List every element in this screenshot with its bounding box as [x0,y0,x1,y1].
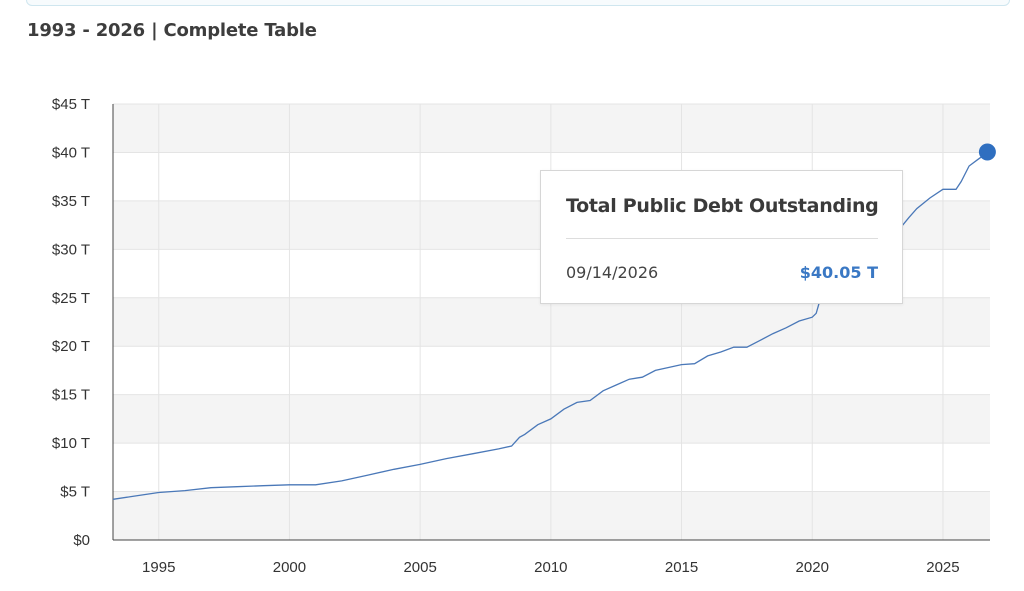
chart-tooltip: Total Public Debt Outstanding 09/14/2026… [540,170,903,304]
tooltip-divider [566,238,878,239]
y-tick-label: $25 T [52,290,90,307]
tooltip-title: Total Public Debt Outstanding [566,195,879,217]
y-tick-label: $10 T [52,435,90,452]
y-tick-label: $35 T [52,193,90,210]
x-tick-label: 2020 [796,559,829,576]
plot-band [113,297,990,347]
hover-point-marker[interactable] [978,143,996,161]
x-tick-label: 2025 [926,559,959,576]
y-tick-label: $20 T [52,338,90,355]
y-axis-labels: $0 $5 T $10 T $15 T $20 T $25 T $30 T $35 T $40 … [52,96,90,549]
tooltip-value: $40.05 T [799,263,878,282]
x-tick-label: 2000 [273,559,306,576]
y-tick-label: $5 T [60,484,90,501]
x-tick-label: 2005 [403,559,436,576]
y-tick-label: $30 T [52,241,90,258]
y-tick-label: $0 [73,532,90,549]
y-tick-label: $15 T [52,387,90,404]
axes [112,104,990,541]
page-title: 1993 - 2026 | Complete Table [27,20,317,41]
x-tick-label: 2015 [665,559,698,576]
tooltip-date: 09/14/2026 [566,263,659,282]
x-tick-label: 2010 [534,559,567,576]
x-axis-labels: 1995 2000 2005 2010 2015 2020 2025 [142,559,960,576]
plot-band [113,491,990,540]
y-tick-label: $45 T [52,96,90,113]
y-tick-label: $40 T [52,144,90,161]
plot-band [113,104,990,153]
x-tick-label: 1995 [142,559,175,576]
